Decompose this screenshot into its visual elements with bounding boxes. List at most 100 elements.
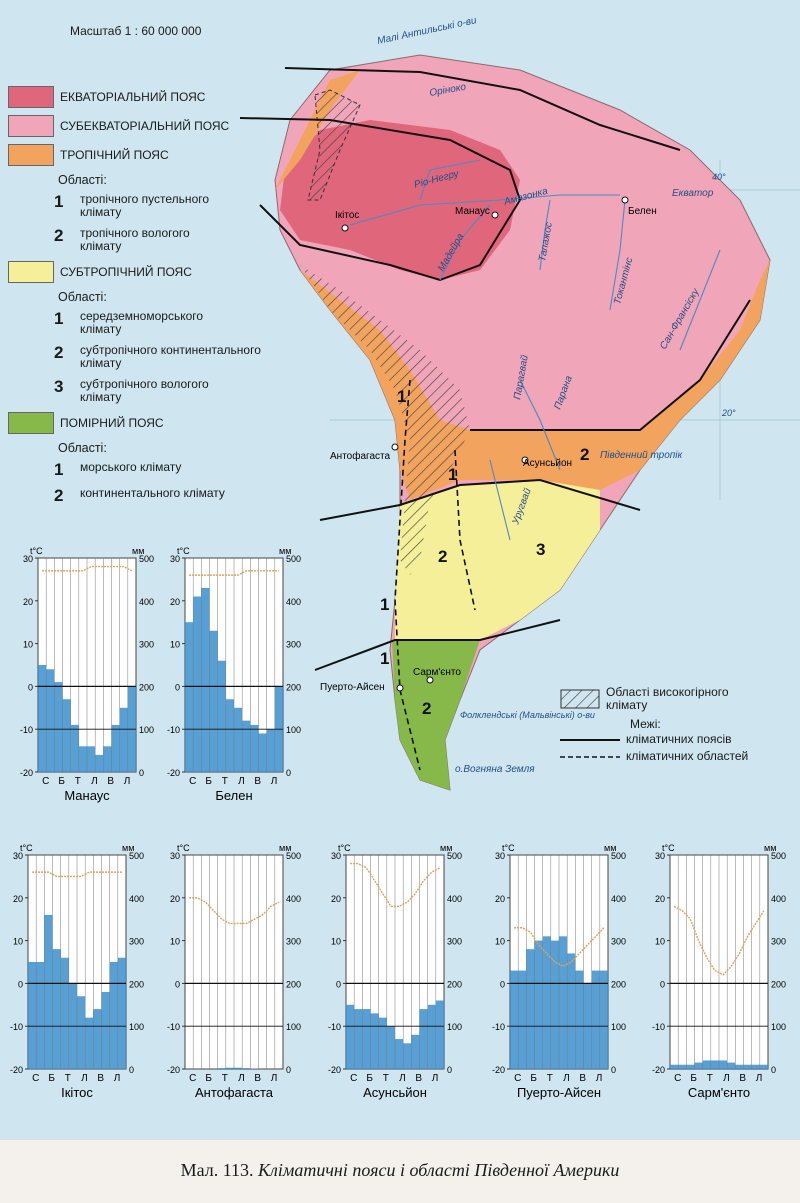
- precip-bar: [46, 669, 55, 772]
- mm-tick-label: 400: [129, 894, 144, 904]
- t-axis-label: t°С: [338, 843, 351, 853]
- month-label: Б: [48, 1073, 55, 1084]
- t-tick-label: -20: [328, 1065, 341, 1075]
- mm-tick-label: 300: [286, 640, 301, 650]
- month-label: Л: [124, 776, 131, 787]
- mm-tick-label: 100: [286, 1022, 301, 1032]
- month-label: Л: [91, 776, 98, 787]
- precip-bar: [559, 936, 568, 1069]
- chart-title: Сарм'єнто: [688, 1085, 750, 1100]
- mm-tick-label: 400: [771, 894, 786, 904]
- mm-tick-label: 300: [447, 937, 462, 947]
- precip-bar: [242, 1068, 251, 1069]
- t-tick-label: 30: [23, 554, 33, 564]
- t-tick-label: -10: [652, 1022, 665, 1032]
- t-tick-label: 20: [13, 894, 23, 904]
- month-label: Б: [366, 1073, 373, 1084]
- precip-bar: [727, 1062, 736, 1069]
- region-border: [454, 449, 476, 611]
- legend-region: 3 субтропічного вологого клімату: [54, 377, 209, 404]
- mm-tick-label: 0: [286, 768, 291, 778]
- month-label: С: [42, 776, 49, 787]
- month-label: С: [189, 1073, 196, 1084]
- mm-tick-label: 400: [139, 597, 154, 607]
- t-tick-label: 0: [660, 979, 665, 989]
- month-label: Л: [238, 776, 245, 787]
- precip-bar: [225, 699, 234, 772]
- temp-line: [189, 897, 280, 925]
- mm-tick-label: 500: [771, 851, 786, 861]
- precip-bar: [510, 970, 519, 1069]
- mm-tick-label: 500: [286, 851, 301, 861]
- mm-tick-label: 400: [286, 597, 301, 607]
- t-tick-label: 0: [336, 979, 341, 989]
- month-label: В: [254, 1073, 261, 1084]
- month-label: Л: [114, 1073, 121, 1084]
- mm-tick-label: 0: [139, 768, 144, 778]
- month-label: Л: [238, 1073, 245, 1084]
- precip-bar: [395, 1039, 404, 1069]
- mm-tick-label: 300: [139, 640, 154, 650]
- mm-tick-label: 0: [771, 1065, 776, 1075]
- t-tick-label: -20: [652, 1065, 665, 1075]
- month-label: Т: [75, 776, 81, 787]
- zone-num: 1: [448, 465, 457, 484]
- precip-bar: [87, 746, 96, 772]
- precip-bar: [60, 957, 69, 1069]
- precip-bar: [103, 746, 112, 772]
- mm-tick-label: 500: [139, 554, 154, 564]
- precip-bar: [403, 1043, 412, 1069]
- temp-line: [32, 871, 122, 878]
- t-tick-label: 30: [655, 851, 665, 861]
- zone-num: 1: [380, 649, 389, 668]
- legend-border-regions: кліматичних областей: [626, 749, 749, 763]
- precip-bar: [743, 1064, 752, 1069]
- temp-line: [514, 927, 605, 968]
- legend-temperate: ПОМІРНИЙ ПОЯС: [8, 412, 308, 434]
- mm-tick-label: 200: [286, 682, 301, 692]
- precip-bar: [250, 724, 259, 772]
- zone-num: 2: [422, 699, 431, 718]
- temp-line: [189, 570, 279, 576]
- mm-tick-label: 500: [611, 851, 626, 861]
- t-tick-label: 20: [655, 894, 665, 904]
- legend-region: 2 тропічного вологого клімату: [54, 226, 190, 253]
- map-scale: Масштаб 1 : 60 000 000: [70, 24, 202, 38]
- belt-border: [314, 619, 561, 671]
- month-label: Т: [547, 1073, 553, 1084]
- mm-axis-label: мм: [122, 843, 134, 853]
- mm-tick-label: 100: [139, 725, 154, 735]
- zone-num: 2: [438, 547, 447, 566]
- month-label: Т: [222, 776, 228, 787]
- precip-bar: [70, 724, 79, 772]
- precip-bar: [386, 1026, 395, 1069]
- chart-title: Манаус: [64, 788, 110, 803]
- precip-bar: [354, 1009, 363, 1069]
- mm-tick-label: 300: [771, 937, 786, 947]
- label-falklands: Фолклендські (Мальвінські) о-ви: [460, 710, 595, 720]
- label-tierra: о.Вогняна Земля: [455, 764, 535, 775]
- t-tick-label: 10: [495, 937, 505, 947]
- precip-bar: [575, 970, 584, 1069]
- legend: ЕКВАТОРІАЛЬНИЙ ПОЯС СУБЕКВАТОРІАЛЬНИЙ ПО…: [8, 86, 308, 513]
- temp-line: [350, 862, 441, 908]
- precip-bar: [234, 1067, 243, 1069]
- month-label: Б: [530, 1073, 537, 1084]
- precip-bar: [54, 682, 63, 772]
- mm-tick-label: 0: [611, 1065, 616, 1075]
- t-axis-label: t°С: [502, 843, 515, 853]
- chart-title: Белен: [215, 788, 252, 803]
- t-axis-label: t°С: [20, 843, 33, 853]
- t-axis-label: t°С: [177, 843, 190, 853]
- t-tick-label: -10: [167, 1022, 180, 1032]
- precip-bar: [209, 630, 218, 772]
- mm-tick-label: 200: [611, 979, 626, 989]
- chart-title: Пуерто-Айсен: [517, 1085, 601, 1100]
- precip-bar: [193, 596, 202, 772]
- legend-region: 2 субтропічного континентального клімату: [54, 343, 261, 370]
